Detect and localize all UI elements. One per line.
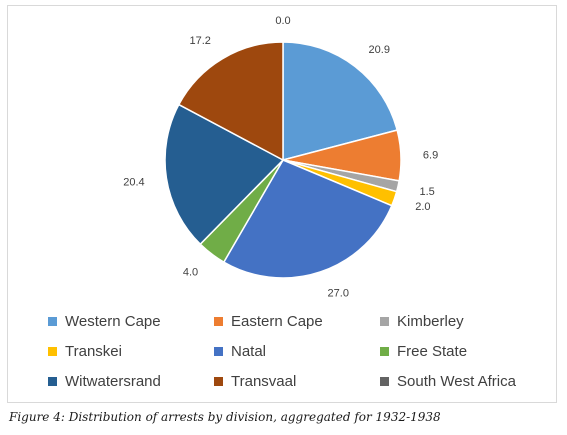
legend-swatch bbox=[48, 346, 57, 356]
data-label: 27.0 bbox=[328, 288, 349, 300]
legend-item: Western Cape bbox=[48, 312, 214, 330]
data-label: 20.9 bbox=[369, 44, 390, 56]
legend-item: Free State bbox=[380, 342, 548, 360]
pie-slice-witwatersrand bbox=[164, 103, 285, 246]
legend-swatch bbox=[48, 316, 57, 326]
data-label: 6.9 bbox=[423, 149, 438, 161]
legend-swatch bbox=[214, 346, 223, 356]
legend-label: South West Africa bbox=[397, 372, 516, 390]
legend-item: Kimberley bbox=[380, 312, 548, 330]
legend-item: Natal bbox=[214, 342, 380, 360]
legend-label: Kimberley bbox=[397, 312, 464, 330]
legend-item: Transkei bbox=[48, 342, 214, 360]
data-label: 4.0 bbox=[183, 266, 198, 278]
pie-slice-transvaal bbox=[177, 41, 284, 162]
legend-label: Transkei bbox=[65, 342, 122, 360]
legend-swatch bbox=[380, 376, 389, 386]
legend-swatch bbox=[214, 376, 223, 386]
chart-area: 20.9 6.9 1.5 2.0 27.0 4.0 20.4 17.2 0.0 Western … bbox=[7, 5, 557, 403]
legend-item: Eastern Cape bbox=[214, 312, 380, 330]
legend-item: South West Africa bbox=[380, 372, 548, 390]
pie-slice-western-cape bbox=[282, 41, 399, 161]
figure-caption: Figure 4: Distribution of arrests by div… bbox=[9, 410, 441, 424]
legend-swatch bbox=[380, 316, 389, 326]
data-label: 0.0 bbox=[275, 15, 290, 27]
legend-item: Witwatersrand bbox=[48, 372, 214, 390]
legend-swatch bbox=[214, 316, 223, 326]
data-label: 2.0 bbox=[415, 201, 430, 213]
pie-chart: 20.9 6.9 1.5 2.0 27.0 4.0 20.4 17.2 0.0 bbox=[123, 15, 438, 300]
legend-item: Transvaal bbox=[214, 372, 380, 390]
legend-swatch bbox=[48, 376, 57, 386]
legend-swatch bbox=[380, 346, 389, 356]
data-label: 1.5 bbox=[419, 186, 434, 198]
legend-label: Free State bbox=[397, 342, 468, 360]
data-label: 17.2 bbox=[189, 35, 210, 47]
legend-label: Western Cape bbox=[65, 312, 161, 330]
pie-slice-natal bbox=[222, 159, 393, 279]
legend-label: Eastern Cape bbox=[231, 312, 323, 330]
chart-legend: Western Cape Eastern Cape Kimberley Tran… bbox=[48, 312, 548, 390]
legend-label: Transvaal bbox=[231, 372, 297, 390]
legend-label: Natal bbox=[231, 342, 267, 360]
legend-label: Witwatersrand bbox=[65, 372, 161, 390]
data-label: 20.4 bbox=[123, 176, 144, 188]
